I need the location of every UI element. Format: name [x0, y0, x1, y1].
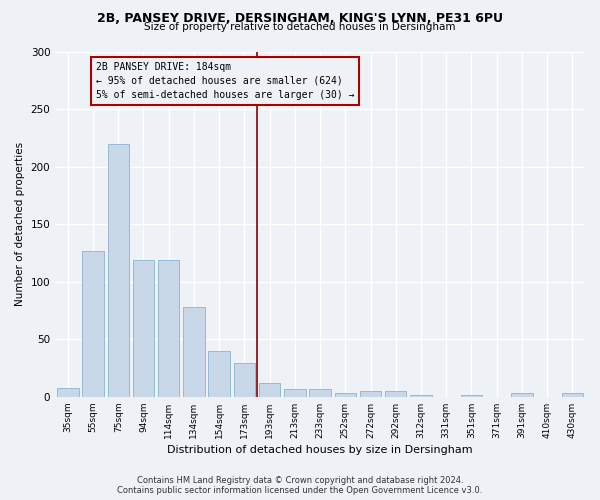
- Text: 2B, PANSEY DRIVE, DERSINGHAM, KING'S LYNN, PE31 6PU: 2B, PANSEY DRIVE, DERSINGHAM, KING'S LYN…: [97, 12, 503, 26]
- Bar: [461, 394, 482, 397]
- Bar: [335, 394, 356, 397]
- Bar: [360, 391, 381, 397]
- Bar: [259, 383, 280, 397]
- X-axis label: Distribution of detached houses by size in Dersingham: Distribution of detached houses by size …: [167, 445, 473, 455]
- Bar: [310, 389, 331, 397]
- Bar: [133, 260, 154, 397]
- Text: 2B PANSEY DRIVE: 184sqm
← 95% of detached houses are smaller (624)
5% of semi-de: 2B PANSEY DRIVE: 184sqm ← 95% of detache…: [95, 62, 354, 100]
- Y-axis label: Number of detached properties: Number of detached properties: [15, 142, 25, 306]
- Bar: [158, 260, 179, 397]
- Bar: [385, 391, 406, 397]
- Bar: [233, 364, 255, 397]
- Bar: [183, 307, 205, 397]
- Bar: [82, 250, 104, 397]
- Bar: [284, 389, 305, 397]
- Bar: [562, 394, 583, 397]
- Bar: [511, 394, 533, 397]
- Bar: [208, 351, 230, 397]
- Text: Contains HM Land Registry data © Crown copyright and database right 2024.
Contai: Contains HM Land Registry data © Crown c…: [118, 476, 482, 495]
- Bar: [57, 388, 79, 397]
- Bar: [107, 144, 129, 397]
- Bar: [410, 394, 432, 397]
- Text: Size of property relative to detached houses in Dersingham: Size of property relative to detached ho…: [144, 22, 456, 32]
